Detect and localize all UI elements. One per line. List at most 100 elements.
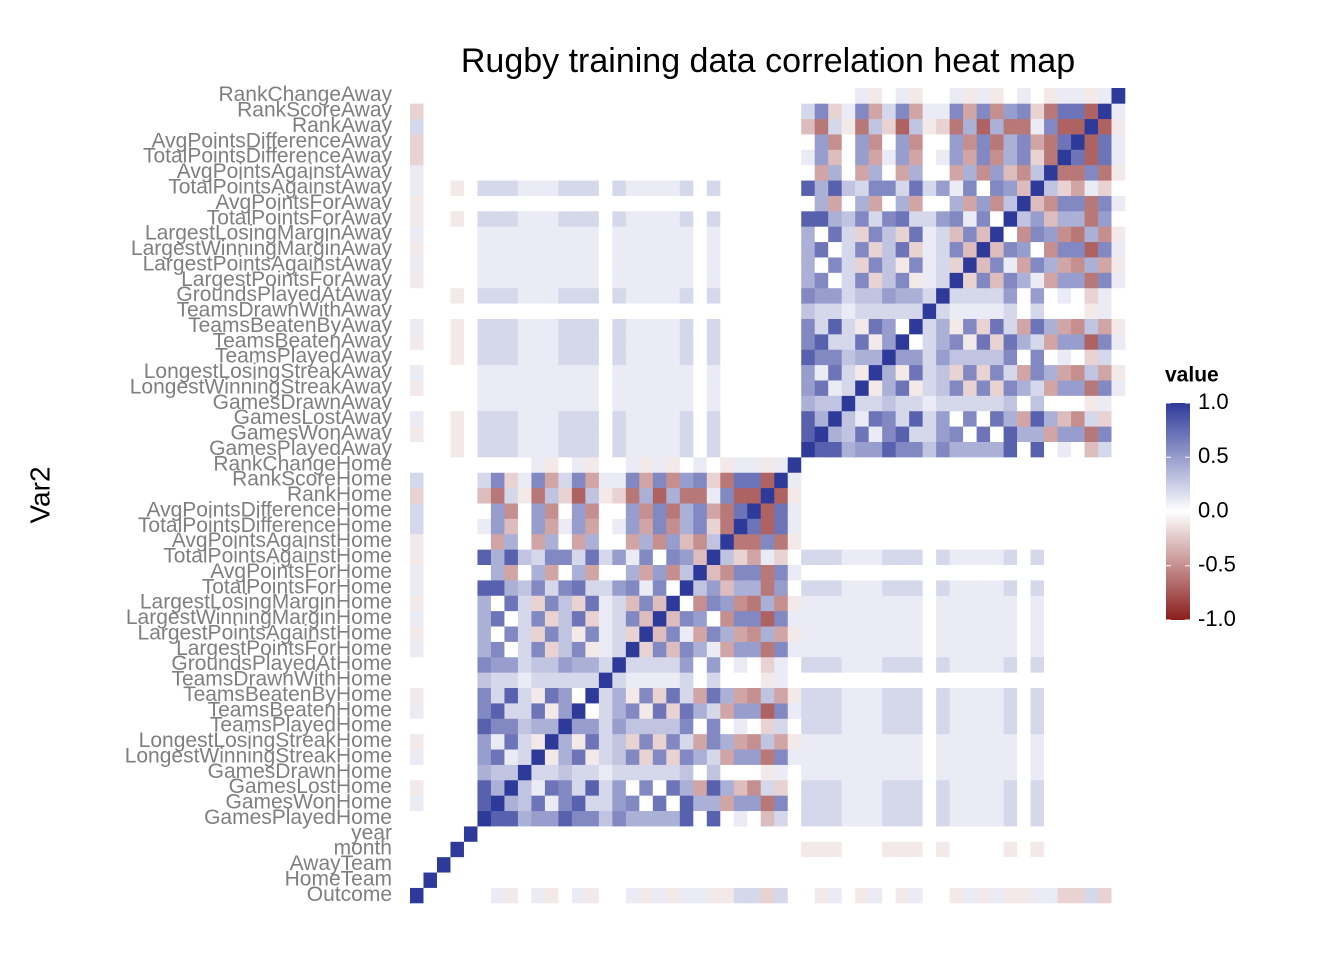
heatmap-cell [949,810,964,827]
heatmap-cell [1071,595,1085,612]
heatmap-cell [1017,641,1031,658]
heatmap-cell [666,503,681,519]
heatmap-cell [733,764,748,781]
heatmap-cell [652,211,667,227]
heatmap-cell [1084,211,1099,227]
heatmap-cell [936,318,950,335]
heatmap-cell [895,626,910,642]
heatmap-cell [1084,856,1099,873]
heatmap-cell [828,549,842,565]
heatmap-cell [909,272,923,289]
heatmap-cell [868,364,883,381]
heatmap-cell [517,103,532,120]
heatmap-cell [828,610,842,627]
heatmap-cell [450,718,465,735]
y-tick-label: GamesWonHome [225,791,392,814]
heatmap-cell [909,226,923,243]
heatmap-cell [490,564,505,581]
heatmap-cell [1071,88,1085,104]
heatmap-cell [436,472,451,489]
heatmap-cell [558,272,573,289]
heatmap-cell [963,257,977,273]
heatmap-cell [1017,318,1031,335]
heatmap-cell [463,410,478,427]
heatmap-cell [1003,841,1018,858]
heatmap-cell [774,564,789,581]
heatmap-cell [558,503,573,519]
heatmap-cell [868,656,883,673]
heatmap-cell [585,533,600,550]
heatmap-cell [733,195,748,212]
heatmap-cell [463,441,478,458]
colorbar-tick-label: 0.5 [1198,443,1229,468]
heatmap-cell [1071,887,1085,904]
heatmap-cell [450,487,465,504]
heatmap-cell [679,164,694,181]
heatmap-cell [693,380,708,396]
heatmap-cell [423,764,438,781]
heatmap-cell [1057,641,1072,658]
heatmap-cell [652,687,667,704]
heatmap-cell [693,395,708,412]
heatmap-cell [733,733,748,750]
heatmap-cell [706,303,721,319]
heatmap-cell [1111,410,1126,427]
heatmap-cell [625,672,640,689]
heatmap-cell [801,395,816,412]
heatmap-cell [922,472,937,489]
heatmap-cell [774,641,789,658]
heatmap-cell [504,564,519,581]
heatmap-cell [882,211,896,227]
heatmap-cell [733,180,748,196]
heatmap-cell [450,856,465,873]
heatmap-cell [612,487,627,504]
heatmap-cell [706,764,721,781]
heatmap-cell [990,595,1004,612]
heatmap-cell [625,272,640,289]
heatmap-cell [558,656,573,673]
heatmap-cell [747,656,762,673]
heatmap-cell [531,764,546,781]
heatmap-cell [1044,457,1058,473]
heatmap-cell [828,272,842,289]
heatmap-cell [666,149,681,166]
heatmap-cell [841,318,856,335]
heatmap-cell [841,457,856,473]
heatmap-cell [922,564,937,581]
heatmap-cell [787,826,802,842]
heatmap-cell [868,334,883,350]
heatmap-cell [463,533,478,550]
heatmap-cell [1084,472,1099,489]
heatmap-cell [801,703,816,719]
heatmap-cell [558,410,573,427]
heatmap-cell [490,749,505,765]
heatmap-cell [760,410,775,427]
heatmap-cell [963,195,977,212]
heatmap-cell [450,749,465,765]
heatmap-cell [774,856,789,873]
heatmap-cell [598,457,613,473]
heatmap-cell [1017,656,1031,673]
heatmap-cell [868,164,883,181]
heatmap-cell [585,810,600,827]
heatmap-cell [733,149,748,166]
heatmap-cell [450,195,465,212]
heatmap-cell [612,733,627,750]
heatmap-cell [1084,164,1099,181]
heatmap-cell [598,426,613,442]
heatmap-cell [693,703,708,719]
heatmap-cell [679,334,694,350]
heatmap-cell [801,595,816,612]
heatmap-cell [517,303,532,319]
heatmap-cell [760,118,775,135]
heatmap-cell [504,549,519,565]
heatmap-cell [423,472,438,489]
heatmap-cell [1003,549,1018,565]
heatmap-cell [990,149,1004,166]
heatmap-cell [531,779,546,796]
heatmap-cell [571,687,586,704]
heatmap-cell [679,549,694,565]
heatmap-cell [720,395,735,412]
heatmap-cell [1017,226,1031,243]
heatmap-cell [666,334,681,350]
